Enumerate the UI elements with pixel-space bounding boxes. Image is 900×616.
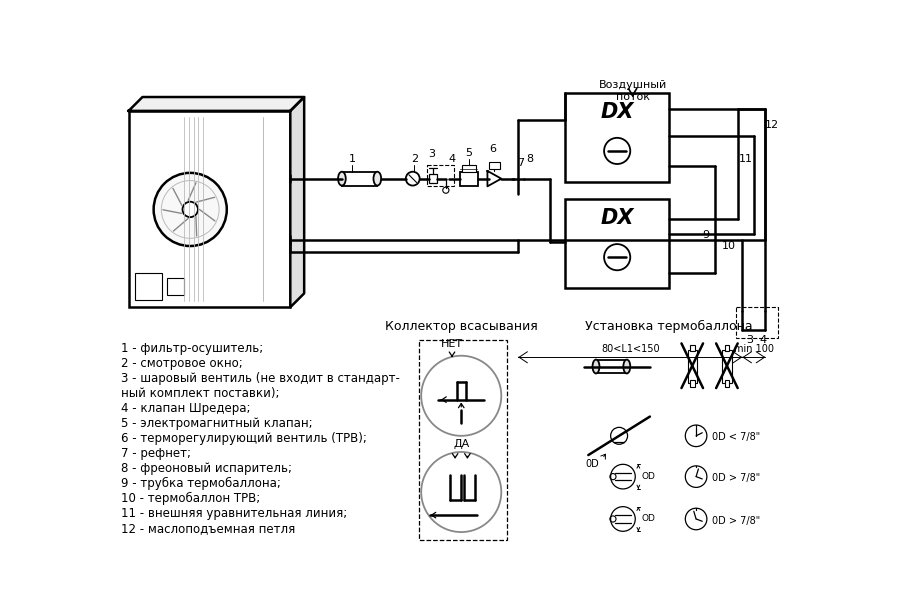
Bar xyxy=(596,360,626,373)
Text: НЕТ: НЕТ xyxy=(441,339,464,349)
Text: 1 - фильтр-осушитель;: 1 - фильтр-осушитель; xyxy=(121,342,263,355)
Text: 4 - клапан Шредера;: 4 - клапан Шредера; xyxy=(121,402,250,415)
Text: 5 - электромагнитный клапан;: 5 - электромагнитный клапан; xyxy=(121,417,312,430)
Text: 0D > 7/8": 0D > 7/8" xyxy=(712,516,760,525)
Bar xyxy=(342,172,377,185)
Text: DX: DX xyxy=(600,208,634,228)
Bar xyxy=(460,172,478,185)
Bar xyxy=(565,200,670,288)
Text: 7: 7 xyxy=(517,158,524,168)
Bar xyxy=(167,278,184,295)
Text: 1: 1 xyxy=(348,154,356,164)
Text: 11: 11 xyxy=(739,155,753,164)
Bar xyxy=(724,345,729,351)
Text: Коллектор всасывания: Коллектор всасывания xyxy=(385,320,537,333)
Text: 3: 3 xyxy=(746,336,752,346)
Text: 0D: 0D xyxy=(585,459,599,469)
Text: 4: 4 xyxy=(448,154,455,164)
Text: OD: OD xyxy=(642,514,655,524)
Bar xyxy=(427,164,454,186)
Ellipse shape xyxy=(592,360,599,373)
Text: 11 - внешняя уравнительная линия;: 11 - внешняя уравнительная линия; xyxy=(121,507,347,520)
Text: 10 - термобаллон ТРВ;: 10 - термобаллон ТРВ; xyxy=(121,492,260,505)
Text: min 100: min 100 xyxy=(734,344,774,354)
Bar xyxy=(462,164,476,172)
Circle shape xyxy=(154,173,227,246)
Ellipse shape xyxy=(624,360,630,373)
Bar xyxy=(489,161,500,169)
Text: 3: 3 xyxy=(428,149,435,159)
Text: OD: OD xyxy=(642,472,655,481)
Text: 6: 6 xyxy=(490,145,496,155)
Bar xyxy=(129,111,291,307)
Text: 80<L1<150: 80<L1<150 xyxy=(601,344,660,354)
Text: 8 - фреоновый испаритель;: 8 - фреоновый испаритель; xyxy=(121,462,292,475)
Text: DX: DX xyxy=(600,102,634,122)
Text: ДА: ДА xyxy=(453,439,470,450)
Circle shape xyxy=(421,356,501,436)
Bar xyxy=(429,174,437,184)
Polygon shape xyxy=(129,97,304,111)
Text: 0D > 7/8": 0D > 7/8" xyxy=(712,473,760,483)
Bar xyxy=(723,349,732,383)
Text: 4: 4 xyxy=(760,336,767,346)
Text: Установка термобаллона: Установка термобаллона xyxy=(585,320,753,333)
Ellipse shape xyxy=(374,172,382,185)
Text: 5: 5 xyxy=(465,148,472,158)
Bar xyxy=(418,339,508,540)
Bar xyxy=(690,345,695,351)
Bar xyxy=(565,93,670,182)
Text: 8: 8 xyxy=(526,154,533,164)
Text: 9: 9 xyxy=(703,230,710,240)
Bar xyxy=(135,272,162,299)
Bar xyxy=(688,349,697,383)
Circle shape xyxy=(421,452,501,532)
Polygon shape xyxy=(291,97,304,307)
Text: 2 - смотровое окно;: 2 - смотровое окно; xyxy=(121,357,243,370)
Bar xyxy=(736,307,778,338)
Text: 10: 10 xyxy=(722,241,736,251)
Text: 3 - шаровый вентиль (не входит в стандарт-: 3 - шаровый вентиль (не входит в стандар… xyxy=(121,372,400,385)
Ellipse shape xyxy=(338,172,346,185)
Text: 12 - маслоподъемная петля: 12 - маслоподъемная петля xyxy=(121,522,295,535)
Text: 6 - терморегулирующий вентиль (ТРВ);: 6 - терморегулирующий вентиль (ТРВ); xyxy=(121,432,367,445)
Text: 2: 2 xyxy=(410,154,418,164)
Circle shape xyxy=(183,201,198,217)
Text: 9 - трубка термобаллона;: 9 - трубка термобаллона; xyxy=(121,477,281,490)
Text: Воздушный
поток: Воздушный поток xyxy=(598,80,667,102)
Text: 12: 12 xyxy=(764,120,778,130)
Text: 7 - рефнет;: 7 - рефнет; xyxy=(121,447,191,460)
Bar xyxy=(690,380,695,387)
Bar xyxy=(724,380,729,387)
Text: ный комплект поставки);: ный комплект поставки); xyxy=(121,387,279,400)
Text: 0D < 7/8": 0D < 7/8" xyxy=(712,432,760,442)
